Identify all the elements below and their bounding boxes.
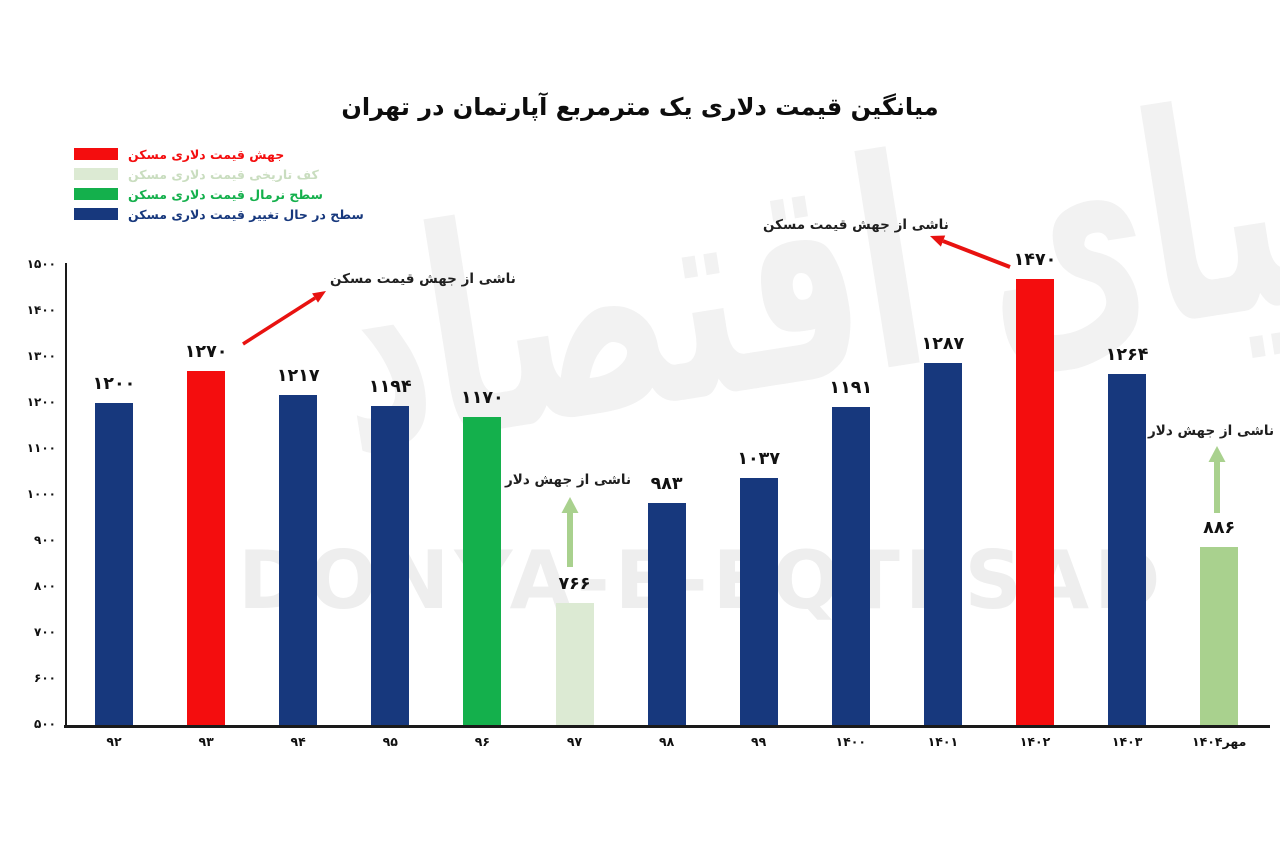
bar-97 — [555, 602, 594, 725]
bar-value-label-93: ۱۲۷۰ — [184, 341, 228, 362]
bar-92 — [95, 403, 133, 725]
legend-swatch-floor — [74, 168, 118, 180]
y-tick-label: ۹۰۰ — [34, 533, 56, 547]
bar-96 — [463, 416, 502, 725]
annotation-arrow-1-head — [312, 291, 326, 303]
x-tick-label-94: ۹۴ — [290, 734, 306, 749]
y-tick-label: ۱۳۰۰ — [26, 349, 56, 363]
annotation-arrow-1 — [242, 296, 316, 346]
bar-1401 — [923, 362, 962, 725]
annotation-text-3: ناشی از جهش دلار — [505, 472, 632, 488]
x-tick-label-97: ۹۷ — [566, 734, 583, 749]
y-tick-label: ۱۴۰۰ — [26, 303, 56, 317]
annotation-text-4: ناشی از جهش دلار — [1148, 423, 1275, 439]
bar-value-label-1402: ۱۴۷۰ — [1013, 249, 1057, 270]
x-axis-line — [64, 725, 1270, 728]
x-tick-label-98: ۹۸ — [658, 734, 675, 749]
bar-value-label-99: ۱۰۳۷ — [737, 448, 781, 469]
y-tick-label: ۵۰۰ — [34, 717, 56, 731]
bar-value-label-97: ۷۶۶ — [558, 573, 591, 594]
x-tick-label-96: ۹۶ — [474, 734, 491, 749]
legend-label: کف تاریخی قیمت دلاری مسکن — [128, 166, 319, 182]
x-tick-label-92: ۹۲ — [106, 734, 122, 749]
bar-95 — [371, 405, 410, 725]
annotation-arrow-4-head — [1208, 446, 1226, 462]
bar-value-label-1400: ۱۱۹۱ — [829, 378, 873, 399]
legend: جهش قیمت دلاری مسکن کف تاریخی قیمت دلاری … — [74, 144, 364, 224]
y-tick-label: ۶۰۰ — [34, 671, 56, 685]
x-tick-label-1400: ۱۴۰۰ — [835, 734, 867, 749]
bar-1400 — [831, 407, 870, 725]
y-tick-label: ۱۰۰۰ — [26, 487, 56, 501]
y-tick-label: ۸۰۰ — [34, 579, 56, 593]
bar-Mehr 1404 — [1200, 547, 1239, 725]
legend-swatch-jump — [74, 148, 118, 160]
annotation-text-2: ناشی از جهش قیمت مسکن — [763, 217, 949, 233]
bar-99 — [739, 477, 778, 725]
y-tick-label: ۱۱۰۰ — [26, 441, 56, 455]
chart-title: میانگین قیمت دلاری یک مترمربع آپارتمان د… — [341, 93, 939, 121]
x-tick-label-1402: ۱۴۰۲ — [1019, 734, 1051, 749]
legend-swatch-normal — [74, 188, 118, 200]
bar-value-label-92: ۱۲۰۰ — [92, 374, 136, 394]
bar-1403 — [1108, 373, 1147, 725]
legend-item-changing: سطح در حال تغییر قیمت دلاری مسکن — [74, 204, 364, 224]
bar-value-label-1401: ۱۲۸۷ — [921, 333, 965, 354]
x-tick-label-95: ۹۵ — [382, 734, 398, 749]
y-axis-line — [65, 263, 67, 727]
legend-item-normal: سطح نرمال قیمت دلاری مسکن — [74, 184, 364, 204]
y-tick-label: ۷۰۰ — [34, 625, 56, 639]
x-tick-label-1403: ۱۴۰۳ — [1111, 734, 1143, 749]
legend-item-floor: کف تاریخی قیمت دلاری مسکن — [74, 164, 364, 184]
legend-label: سطح نرمال قیمت دلاری مسکن — [128, 186, 323, 202]
y-tick-label: ۱۲۰۰ — [26, 395, 56, 409]
bar-value-label-95: ۱۱۹۴ — [368, 376, 412, 397]
bar-value-label-1403: ۱۲۶۴ — [1105, 344, 1149, 365]
legend-swatch-changing — [74, 208, 118, 220]
bar-1402 — [1016, 278, 1054, 725]
bar-value-label-94: ۱۲۱۷ — [276, 366, 320, 387]
legend-label: سطح در حال تغییر قیمت دلاری مسکن — [128, 206, 364, 222]
annotation-arrow-3-head — [561, 497, 579, 513]
legend-item-jump: جهش قیمت دلاری مسکن — [74, 144, 364, 164]
y-tick-label: ۱۵۰۰ — [26, 257, 56, 271]
x-tick-label-1401: ۱۴۰۱ — [927, 734, 959, 749]
x-tick-label-93: ۹۳ — [198, 734, 214, 749]
bar-98 — [647, 502, 686, 725]
x-tick-label-99: ۹۹ — [751, 734, 767, 749]
bar-value-label-98: ۹۸۳ — [650, 473, 683, 494]
bar-value-label-Mehr 1404: ۸۸۶ — [1203, 518, 1236, 539]
annotation-text-1: ناشی از جهش قیمت مسکن — [330, 271, 516, 287]
bar-94 — [279, 395, 318, 725]
legend-label: جهش قیمت دلاری مسکن — [128, 146, 285, 162]
bar-93 — [187, 370, 226, 725]
bar-value-label-96: ۱۱۷۰ — [461, 387, 504, 408]
x-tick-label-Mehr 1404: مهر۱۴۰۴ — [1192, 734, 1247, 749]
